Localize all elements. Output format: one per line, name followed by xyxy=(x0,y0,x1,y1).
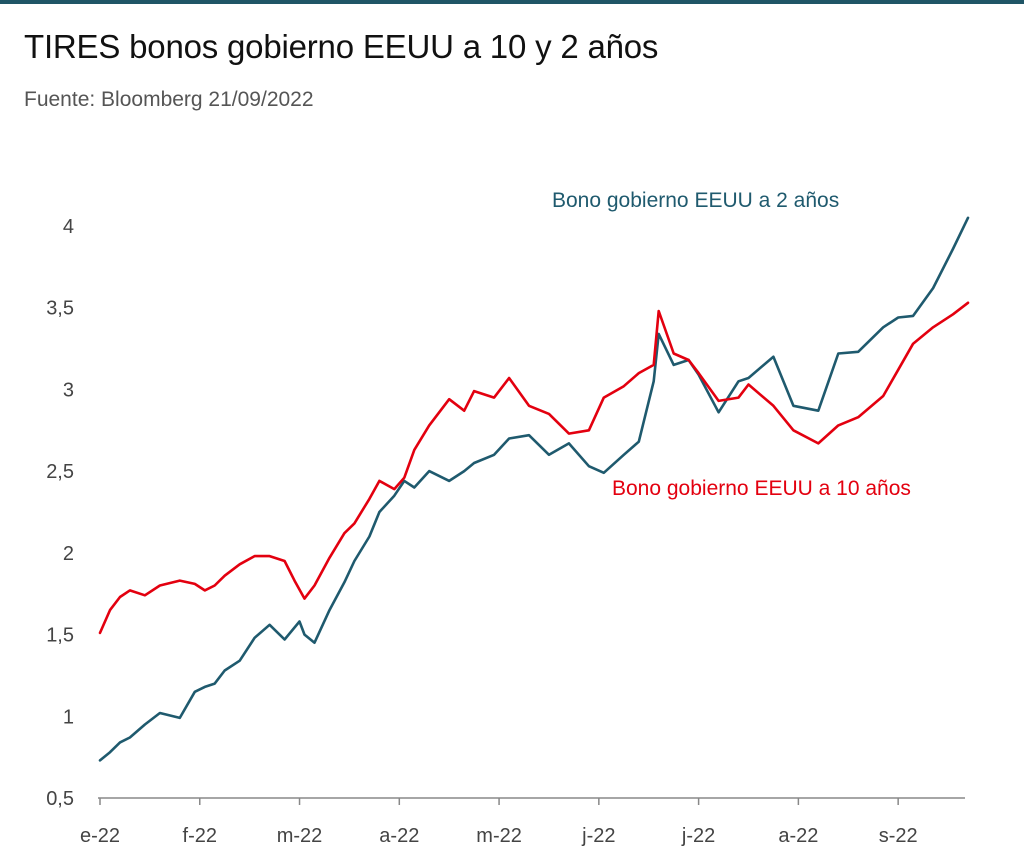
y-tick-label: 1,5 xyxy=(46,625,74,647)
y-tick-label: 0,5 xyxy=(46,788,74,810)
x-tick-label: m-22 xyxy=(476,825,522,847)
y-tick-label: 4 xyxy=(63,216,74,238)
series-line-us10y xyxy=(98,301,970,635)
x-tick-label: j-22 xyxy=(681,825,715,847)
y-tick-label: 2 xyxy=(63,543,74,565)
label-10y: Bono gobierno EEUU a 10 años xyxy=(612,477,911,500)
x-axis: e-22 f-22 m-22 a-22 m-22 j-22 j-22 a-22 s-22 xyxy=(80,798,918,847)
x-tick-label: a-22 xyxy=(379,825,419,847)
x-tick-label: j-22 xyxy=(581,825,615,847)
chart-title: TIRES bonos gobierno EEUU a 10 y 2 años xyxy=(24,28,659,65)
label-2y: Bono gobierno EEUU a 2 años xyxy=(552,189,839,212)
y-tick-label: 3 xyxy=(63,379,74,401)
y-axis: 0,5 1 1,5 2 2,5 3 3,5 4 xyxy=(46,216,74,810)
y-tick-label: 3,5 xyxy=(46,298,74,320)
x-tick-label: e-22 xyxy=(80,825,120,847)
x-tick-label: s-22 xyxy=(879,825,918,847)
top-rule xyxy=(0,0,1024,4)
x-tick-label: m-22 xyxy=(277,825,323,847)
chart-subtitle: Fuente: Bloomberg 21/09/2022 xyxy=(24,88,314,111)
x-tick-label: f-22 xyxy=(183,825,217,847)
series-line-us2y xyxy=(98,216,970,762)
y-tick-label: 2,5 xyxy=(46,461,74,483)
y-tick-label: 1 xyxy=(63,706,74,728)
series-lines xyxy=(98,216,970,762)
x-tick-label: a-22 xyxy=(778,825,818,847)
